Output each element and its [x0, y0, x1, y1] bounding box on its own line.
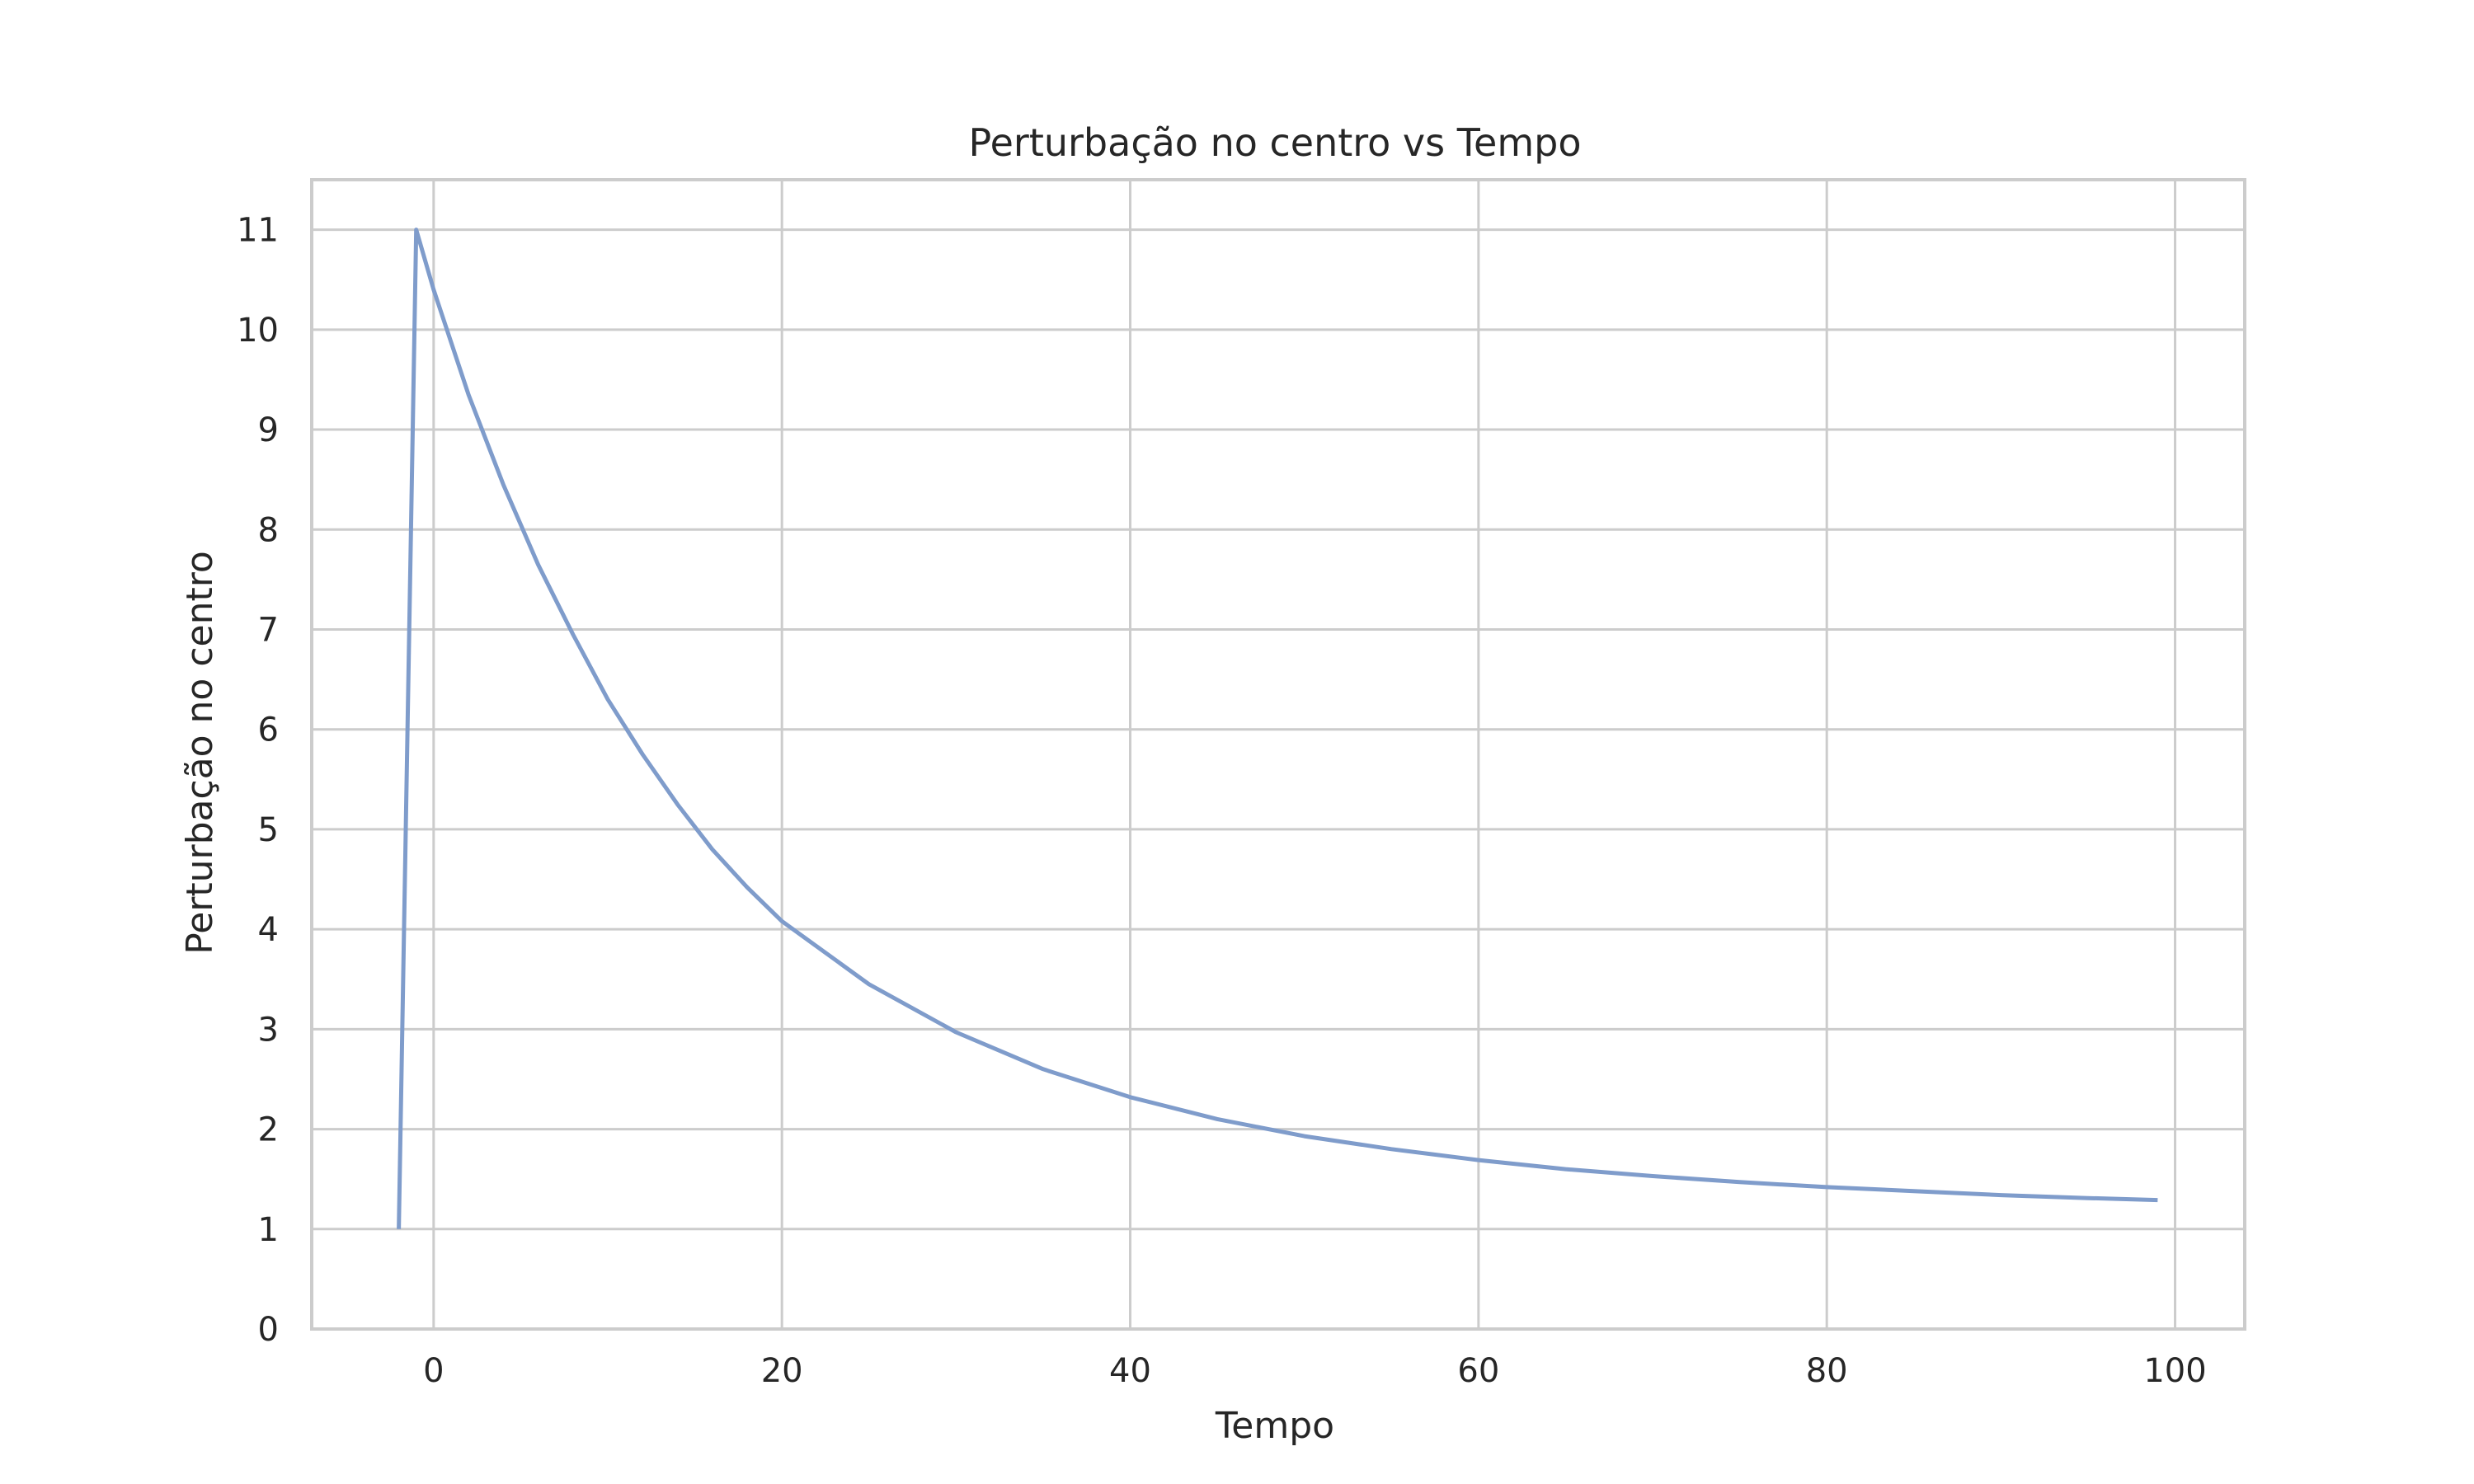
x-tick-labels: 0 20 40 60 80 100	[423, 1352, 2207, 1390]
x-tick-label: 0	[423, 1352, 444, 1390]
y-tick-label: 9	[258, 411, 279, 449]
y-tick-label: 1	[258, 1211, 279, 1249]
y-tick-label: 10	[237, 312, 279, 350]
plot-frame	[310, 178, 2246, 1331]
x-tick-label: 20	[761, 1352, 803, 1390]
y-tick-label: 2	[258, 1111, 279, 1149]
y-tick-label: 8	[258, 511, 279, 549]
y-tick-label: 5	[258, 811, 279, 849]
grid	[312, 180, 2245, 1331]
y-tick-label: 4	[258, 911, 279, 949]
y-tick-labels: 0 1 2 3 4 5 6 7 8 9 10 11	[237, 212, 279, 1349]
series-layer	[397, 228, 2158, 1229]
x-tick-label: 100	[2143, 1352, 2206, 1390]
y-axis-label: Perturbação no centro	[179, 551, 221, 955]
y-tick-label: 3	[258, 1011, 279, 1049]
x-tick-label: 80	[1806, 1352, 1848, 1390]
chart-title: Perturbação no centro vs Tempo	[969, 120, 1582, 165]
series-line	[397, 228, 2158, 1229]
y-tick-label: 6	[258, 711, 279, 749]
y-tick-label: 7	[258, 611, 279, 649]
x-axis-label: Tempo	[1215, 1405, 1334, 1447]
y-tick-label: 11	[237, 212, 279, 250]
y-tick-label: 0	[258, 1311, 279, 1349]
x-tick-label: 40	[1109, 1352, 1151, 1390]
x-tick-label: 60	[1457, 1352, 1499, 1390]
